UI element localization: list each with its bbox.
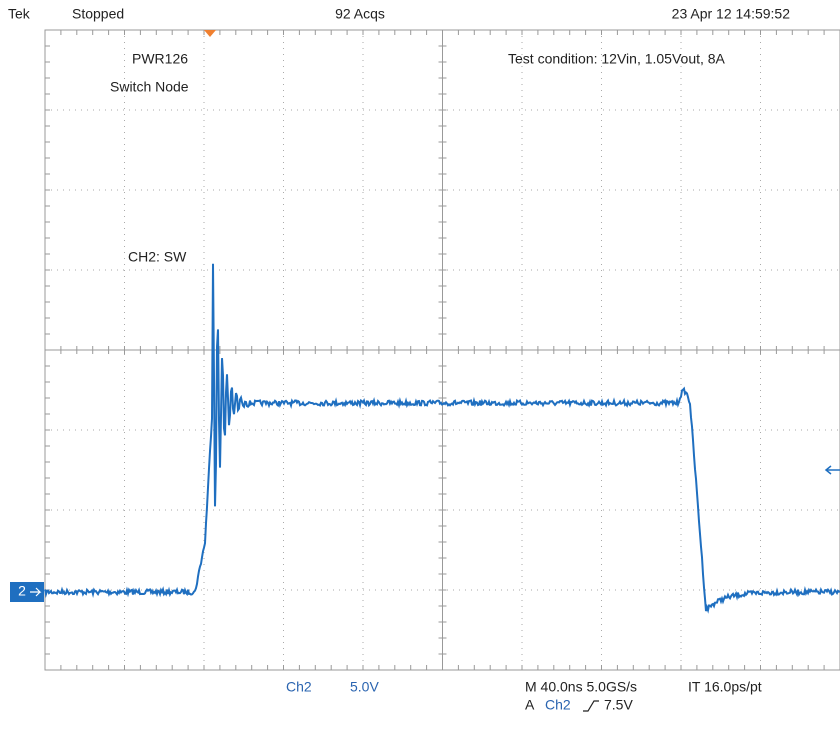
board-label: PWR126 <box>132 51 188 67</box>
test-condition: Test condition: 12Vin, 1.05Vout, 8A <box>508 51 726 67</box>
trigger-mode: A <box>525 697 535 713</box>
vertical-scale: 5.0V <box>350 679 379 695</box>
waveform <box>44 263 840 614</box>
channel-marker: 2 <box>18 583 26 599</box>
channel: Ch2 <box>286 679 312 695</box>
timestamp: 23 Apr 12 14:59:52 <box>672 6 791 22</box>
trigger-slope <box>583 700 599 712</box>
timebase: M 40.0ns 5.0GS/s <box>525 679 637 695</box>
channel-marker-arrow <box>30 587 42 597</box>
graticule <box>44 29 840 671</box>
trigger-position-marker <box>204 30 216 37</box>
trigger-level-arrow <box>824 465 840 475</box>
resolution: IT 16.0ps/pt <box>688 679 762 695</box>
channel-marker-box <box>10 582 44 602</box>
trigger-source: Ch2 <box>545 697 571 713</box>
status: Stopped <box>72 6 124 22</box>
brand: Tek <box>8 6 31 22</box>
channel-label: CH2: SW <box>128 249 187 265</box>
acquisitions: 92 Acqs <box>335 6 385 22</box>
trigger-level: 7.5V <box>604 697 633 713</box>
node-label: Switch Node <box>110 79 189 95</box>
